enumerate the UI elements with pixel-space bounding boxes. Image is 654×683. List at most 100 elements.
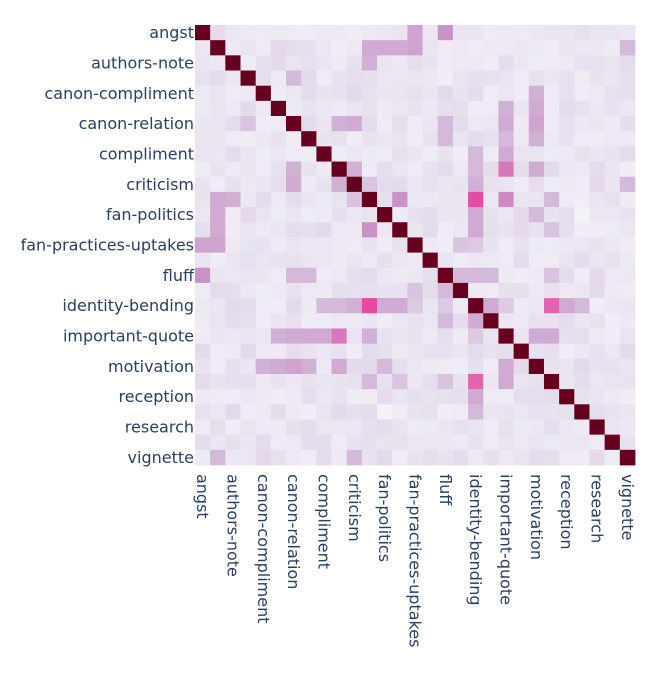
heatmap-cell <box>437 449 454 466</box>
heatmap-cell <box>392 434 408 451</box>
heatmap-cell <box>559 70 575 87</box>
heatmap-cell <box>589 328 606 345</box>
heatmap-cell <box>422 116 439 132</box>
heatmap-cell <box>604 222 621 238</box>
heatmap-cell <box>377 25 393 41</box>
heatmap-cell <box>452 222 469 238</box>
x-tick-label: canon-compliment <box>254 474 273 624</box>
heatmap-cell <box>195 267 211 284</box>
heatmap-cell <box>361 298 378 314</box>
heatmap-cell <box>422 449 439 466</box>
heatmap-cell <box>574 55 590 71</box>
heatmap-cell <box>498 85 515 102</box>
heatmap-cell <box>483 222 499 238</box>
heatmap-cell <box>407 449 423 466</box>
heatmap-cell <box>210 161 226 178</box>
heatmap-cell <box>407 358 423 375</box>
heatmap-cell <box>255 358 272 375</box>
heatmap-cell <box>361 116 378 132</box>
heatmap-cell <box>316 100 332 117</box>
heatmap-cell <box>604 25 621 41</box>
heatmap-cell <box>543 252 560 269</box>
heatmap-cell <box>604 434 621 451</box>
heatmap-cell <box>574 252 590 269</box>
heatmap-cell <box>528 419 545 436</box>
heatmap-cell <box>346 55 363 71</box>
y-tick-label: canon-compliment <box>44 84 194 103</box>
heatmap-cell <box>559 191 575 208</box>
heatmap-cell <box>377 207 393 223</box>
heatmap-cell <box>316 55 332 71</box>
heatmap-cell <box>255 85 272 102</box>
heatmap-cell <box>574 358 590 375</box>
heatmap-cell <box>286 358 302 375</box>
heatmap-cell <box>574 389 590 405</box>
heatmap-cell <box>377 267 393 284</box>
heatmap-cell <box>452 434 469 451</box>
heatmap-cell <box>377 419 393 436</box>
heatmap-cell <box>361 389 378 405</box>
heatmap-cell <box>407 252 423 269</box>
heatmap-cell <box>452 40 469 56</box>
heatmap-cell <box>346 25 363 41</box>
heatmap-cell <box>270 55 287 71</box>
heatmap-cell <box>604 161 621 178</box>
heatmap-cell <box>240 55 257 71</box>
heatmap-cell <box>589 85 606 102</box>
x-tick-label: reception <box>557 474 576 550</box>
heatmap-cell <box>255 404 272 420</box>
y-tick-label: research <box>125 418 194 437</box>
heatmap-cell <box>528 131 545 147</box>
heatmap-cell <box>377 404 393 420</box>
heatmap-cell <box>361 161 378 178</box>
heatmap-cell <box>483 207 499 223</box>
heatmap-cell <box>210 191 226 208</box>
heatmap-cell <box>589 176 606 193</box>
heatmap-cell <box>604 389 621 405</box>
heatmap-cell <box>543 343 560 360</box>
heatmap-cell <box>619 358 636 375</box>
heatmap-cell <box>210 55 226 71</box>
heatmap-cell <box>407 85 423 102</box>
heatmap-cell <box>346 328 363 345</box>
heatmap-cell <box>392 70 408 87</box>
heatmap-cell <box>270 131 287 147</box>
heatmap-cell <box>210 343 226 360</box>
heatmap-cell <box>452 358 469 375</box>
heatmap-cell <box>559 404 575 420</box>
heatmap-cell <box>407 343 423 360</box>
heatmap-cell <box>483 40 499 56</box>
heatmap-cell <box>210 267 226 284</box>
heatmap-cell <box>331 404 348 420</box>
heatmap-cell <box>498 449 515 466</box>
heatmap-cell <box>361 191 378 208</box>
heatmap-cell <box>604 267 621 284</box>
heatmap-cell <box>528 100 545 117</box>
heatmap-cell <box>604 85 621 102</box>
heatmap-cell <box>331 131 348 147</box>
heatmap-cell <box>513 282 530 299</box>
heatmap-cell <box>407 419 423 436</box>
heatmap-cell <box>270 267 287 284</box>
heatmap-cell <box>468 449 484 466</box>
heatmap-cell <box>225 343 241 360</box>
heatmap-cell <box>195 313 211 329</box>
heatmap-cell <box>483 282 499 299</box>
heatmap-cell <box>559 161 575 178</box>
heatmap-cell <box>361 25 378 41</box>
heatmap-cell <box>225 161 241 178</box>
heatmap-cell <box>528 252 545 269</box>
heatmap-cell <box>543 358 560 375</box>
heatmap-cell <box>589 373 606 390</box>
heatmap-cell <box>361 419 378 436</box>
heatmap-cell <box>225 222 241 238</box>
y-tick-label: identity-bending <box>62 296 194 315</box>
heatmap-cell <box>331 70 348 87</box>
x-tick-label: fan-practices-uptakes <box>406 474 425 647</box>
heatmap-cell <box>559 116 575 132</box>
heatmap-cell <box>286 207 302 223</box>
heatmap-cell <box>210 131 226 147</box>
heatmap-cell <box>468 191 484 208</box>
heatmap-cell <box>513 207 530 223</box>
